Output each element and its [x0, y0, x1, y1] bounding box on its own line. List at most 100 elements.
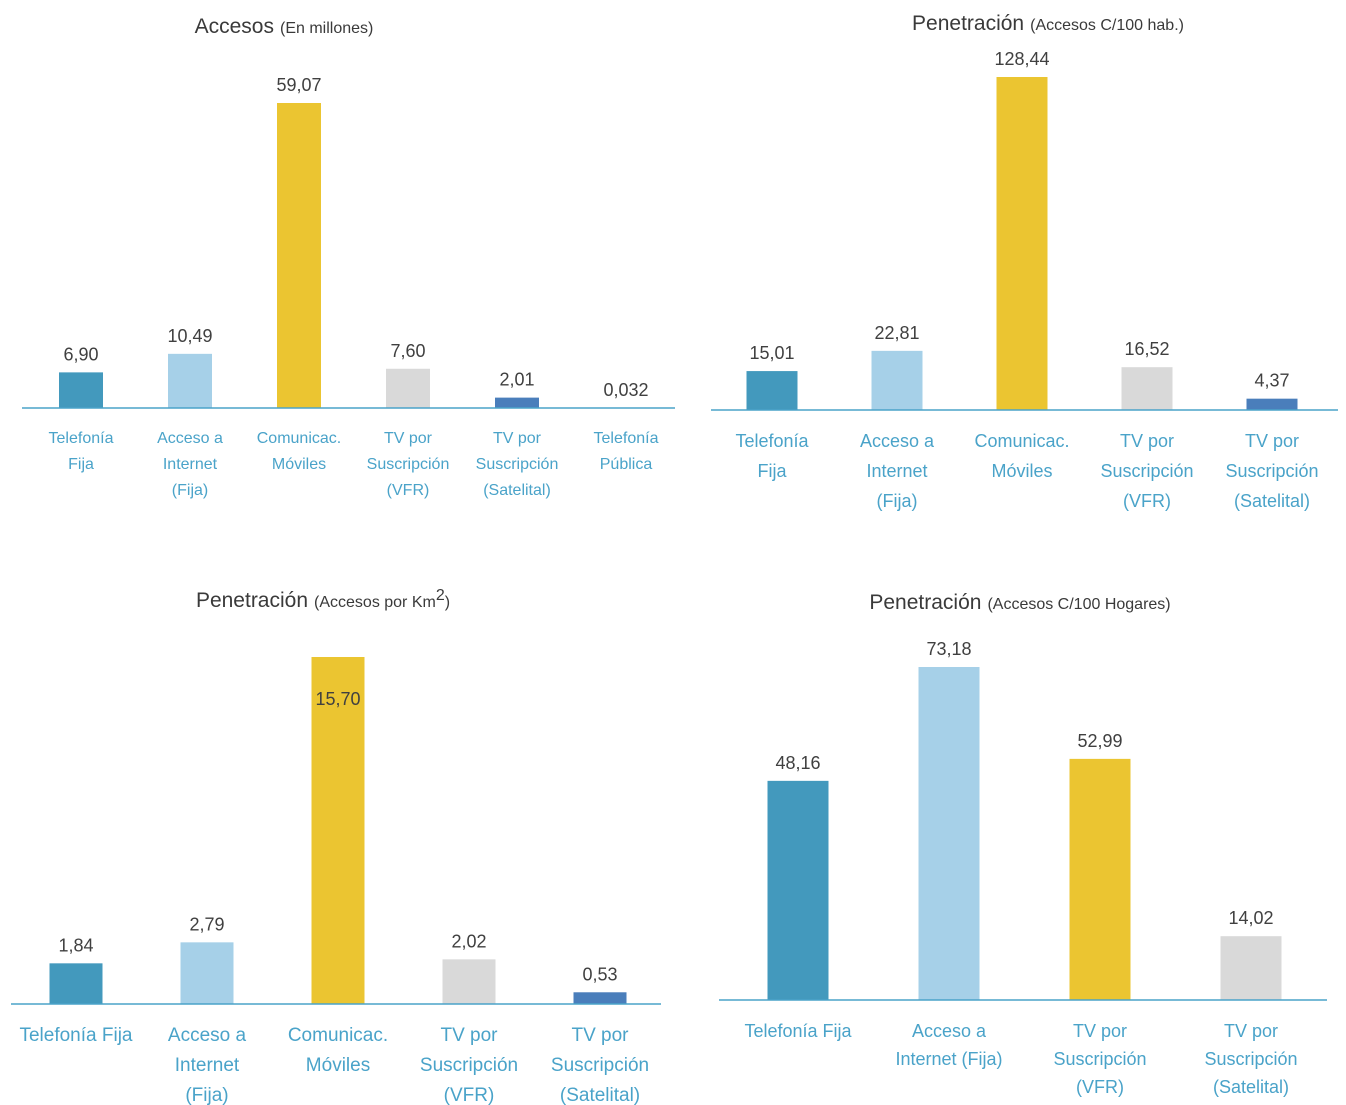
- bar: [442, 959, 496, 1004]
- data-label: 2,02: [451, 931, 486, 951]
- chart-subtitle: (En millones): [280, 20, 373, 37]
- data-label: 14,02: [1228, 908, 1273, 928]
- x-tick-label-line: TV por: [440, 1025, 498, 1046]
- data-label: 7,60: [390, 341, 425, 361]
- bar: [168, 353, 212, 408]
- x-tick-label: TV por Suscripción (Satelital): [476, 430, 559, 499]
- x-tick-label: Acceso a Internet (Fija): [895, 1021, 1002, 1069]
- data-label: 16,52: [1124, 339, 1169, 359]
- x-tick-label-line: TV por: [1245, 431, 1299, 451]
- bar: [180, 942, 234, 1004]
- x-tick-label-line: (Fija): [877, 491, 918, 511]
- x-tick-label: TV por Suscripción (Satelital): [1225, 431, 1318, 511]
- x-tick-label-line: Suscripción: [367, 456, 450, 473]
- data-label: 73,18: [926, 639, 971, 659]
- data-label: 22,81: [874, 323, 919, 343]
- bar: [746, 371, 798, 410]
- bar: [277, 103, 321, 408]
- data-label: 2,79: [189, 914, 224, 934]
- chart-3: Penetración (Accesos por Km2) 1,84 2,79 15,7…: [11, 587, 661, 1105]
- chart-title: Penetración (Accesos C/100 hab.): [912, 12, 1184, 35]
- x-tick-label-line: Suscripción: [1053, 1049, 1146, 1069]
- x-tick-label-line: Telefonía: [735, 431, 809, 451]
- x-tick-label-line: TV por: [1120, 431, 1174, 451]
- x-tick-label: Telefonía Fija: [19, 1025, 132, 1046]
- x-tick-label-line: (Satelital): [483, 482, 551, 499]
- x-tick-label-line: Suscripción: [551, 1055, 649, 1076]
- x-tick-label-line: Comunicac.: [288, 1025, 388, 1046]
- x-tick-label-line: Internet: [866, 461, 927, 481]
- x-tick-label: Telefonía Pública: [594, 430, 659, 473]
- x-tick-label-line: Telefonía: [594, 430, 659, 447]
- data-label: 0,53: [582, 964, 617, 984]
- x-tick-label-line: Fija: [757, 461, 787, 481]
- x-tick-label-line: Acceso a: [860, 431, 935, 451]
- x-tick-label: Comunicac. Móviles: [974, 431, 1069, 481]
- x-tick-label: Telefonía Fija: [49, 430, 114, 473]
- bar: [1121, 367, 1173, 410]
- chart-title-main: Penetración: [196, 589, 308, 612]
- data-label: 4,37: [1254, 371, 1289, 391]
- bar: [996, 77, 1048, 410]
- x-tick-label: TV por Suscripción (VFR): [420, 1025, 518, 1105]
- x-tick-label-line: Acceso a: [168, 1025, 247, 1046]
- chart-title-main: Accesos: [195, 15, 274, 38]
- x-tick-label-line: Móviles: [306, 1055, 370, 1076]
- x-tick-label-line: Internet: [163, 456, 218, 473]
- chart-4: Penetración (Accesos C/100 Hogares) 48,16 7…: [719, 591, 1327, 1097]
- data-label: 48,16: [775, 753, 820, 773]
- bar: [573, 992, 627, 1004]
- chart-subtitle: (Accesos C/100 hab.): [1030, 17, 1184, 34]
- bar: [1246, 398, 1298, 410]
- bar: [495, 397, 539, 408]
- chart-title-main: Penetración: [869, 591, 981, 614]
- x-tick-label-line: TV por: [571, 1025, 629, 1046]
- x-tick-label: TV por Suscripción (Satelital): [551, 1025, 649, 1105]
- bar: [386, 368, 430, 408]
- x-tick-label: Comunicac. Móviles: [288, 1025, 388, 1076]
- x-tick-label-line: Internet: [175, 1055, 240, 1076]
- bar: [1220, 936, 1282, 1000]
- x-tick-label: Comunicac. Móviles: [257, 430, 341, 473]
- x-tick-label-line: Suscripción: [1204, 1049, 1297, 1069]
- x-tick-label-line: Telefonía Fija: [19, 1025, 132, 1046]
- x-tick-label-line: (Fija): [185, 1085, 228, 1105]
- x-tick-label-line: Acceso a: [157, 430, 223, 447]
- chart-subtitle: (Accesos C/100 Hogares): [987, 596, 1170, 613]
- x-tick-label: TV por Suscripción (VFR): [367, 430, 450, 499]
- x-tick-label-line: (VFR): [1123, 491, 1171, 511]
- bar: [311, 657, 365, 1004]
- x-tick-label-line: (VFR): [1076, 1077, 1124, 1097]
- data-label: 0,032: [603, 380, 648, 400]
- subtitle-superscript: 2: [436, 587, 445, 604]
- x-tick-label: TV por Suscripción (VFR): [1100, 431, 1193, 511]
- data-label: 52,99: [1077, 731, 1122, 751]
- x-tick-label-line: TV por: [493, 430, 542, 447]
- x-tick-label-line: (Satelital): [1234, 491, 1310, 511]
- x-tick-label-line: (Satelital): [560, 1085, 640, 1105]
- chart-title: Accesos (En millones): [195, 15, 374, 38]
- data-label: 59,07: [276, 75, 321, 95]
- x-tick-label: TV por Suscripción (Satelital): [1204, 1021, 1297, 1097]
- x-tick-label-line: (Satelital): [1213, 1077, 1289, 1097]
- chart-subtitle: (Accesos por Km: [314, 594, 436, 611]
- chart-2: Penetración (Accesos C/100 hab.) 15,01 22,8…: [711, 12, 1338, 511]
- data-label: 15,70: [315, 689, 360, 709]
- x-tick-label-line: Acceso a: [912, 1021, 987, 1041]
- chart-title: Penetración (Accesos C/100 Hogares): [869, 591, 1170, 614]
- x-tick-label-line: TV por: [1224, 1021, 1278, 1041]
- data-label: 15,01: [749, 343, 794, 363]
- x-tick-label-line: Suscripción: [1225, 461, 1318, 481]
- x-tick-label: TV por Suscripción (VFR): [1053, 1021, 1146, 1097]
- x-tick-label-line: Comunicac.: [257, 430, 341, 447]
- chart-title-main: Penetración: [912, 12, 1024, 35]
- x-tick-label: Telefonía Fija: [735, 431, 809, 481]
- x-tick-label-line: Pública: [600, 456, 653, 473]
- x-tick-label: Acceso a Internet (Fija): [168, 1025, 247, 1105]
- bar: [59, 372, 103, 408]
- x-tick-label-line: Móviles: [272, 456, 326, 473]
- chart-title: Penetración (Accesos por Km2): [196, 587, 450, 612]
- x-tick-label-line: (VFR): [444, 1085, 495, 1105]
- bar: [49, 963, 103, 1004]
